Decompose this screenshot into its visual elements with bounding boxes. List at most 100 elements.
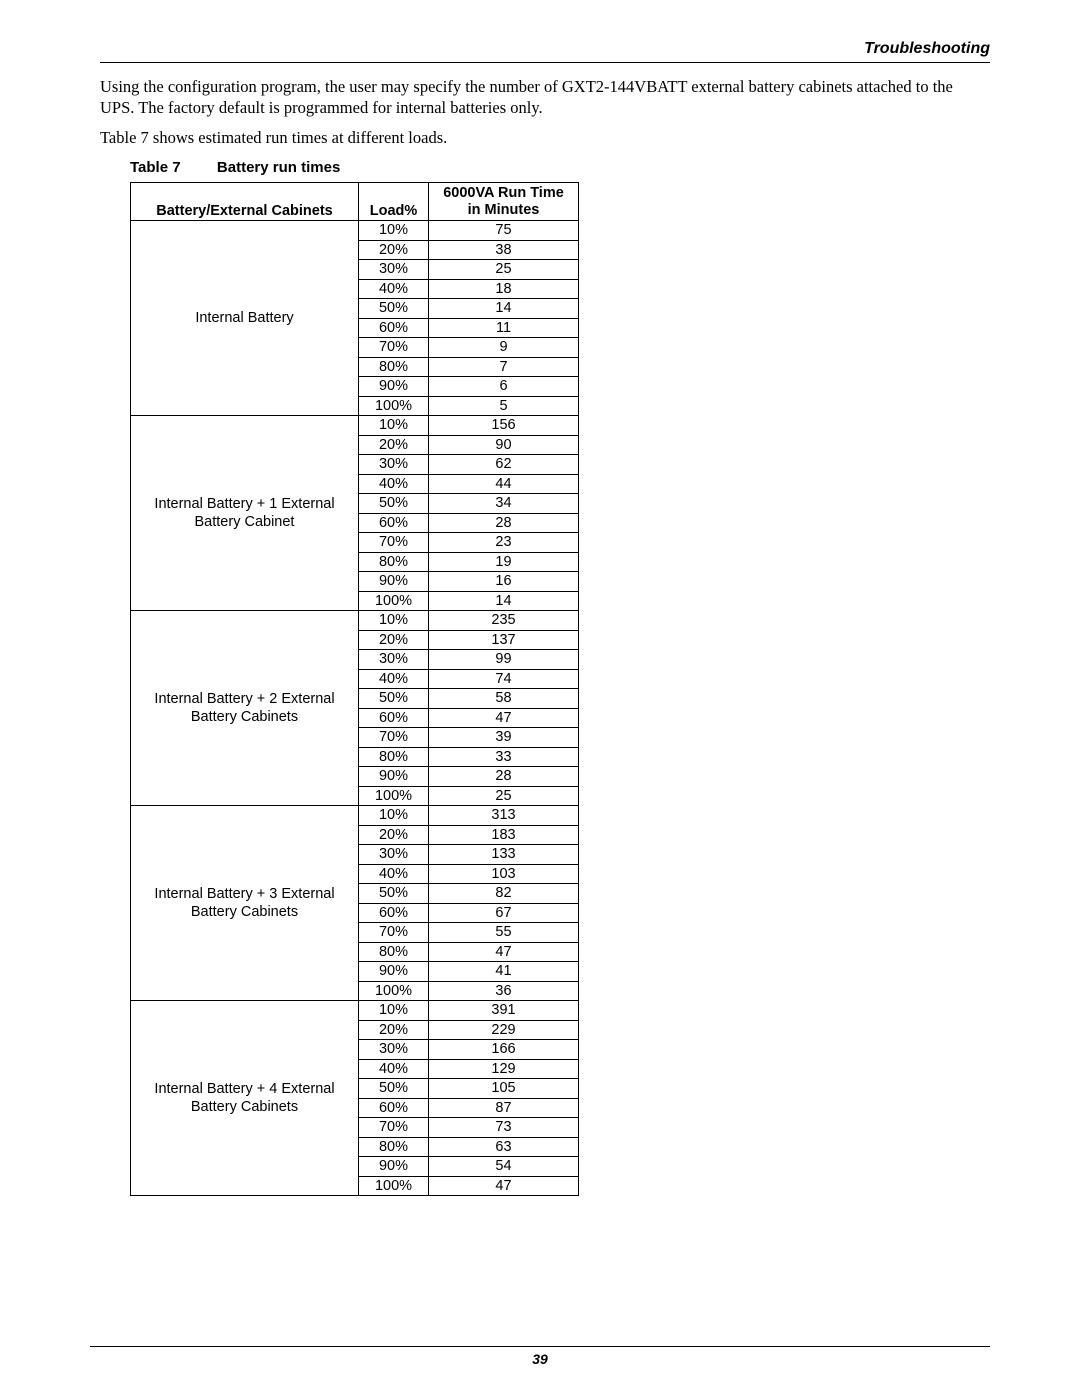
runtime-cell: 103	[429, 864, 579, 884]
runtime-cell: 39	[429, 728, 579, 748]
runtime-cell: 99	[429, 650, 579, 670]
runtime-cell: 25	[429, 260, 579, 280]
load-cell: 10%	[359, 806, 429, 826]
runtime-cell: 28	[429, 513, 579, 533]
runtime-cell: 34	[429, 494, 579, 514]
runtime-cell: 67	[429, 903, 579, 923]
load-cell: 20%	[359, 240, 429, 260]
cabinet-cell: Internal Battery	[131, 221, 359, 416]
load-cell: 60%	[359, 318, 429, 338]
load-cell: 80%	[359, 357, 429, 377]
table-header-row: Battery/External Cabinets Load% 6000VA R…	[131, 182, 579, 220]
load-cell: 20%	[359, 825, 429, 845]
load-cell: 30%	[359, 1040, 429, 1060]
load-cell: 30%	[359, 260, 429, 280]
cabinet-cell: Internal Battery + 4 External Battery Ca…	[131, 1001, 359, 1196]
load-cell: 70%	[359, 728, 429, 748]
section-header: Troubleshooting	[100, 40, 990, 58]
runtime-cell: 137	[429, 630, 579, 650]
load-cell: 80%	[359, 552, 429, 572]
runtime-cell: 25	[429, 786, 579, 806]
load-cell: 90%	[359, 962, 429, 982]
runtime-cell: 229	[429, 1020, 579, 1040]
table-row: Internal Battery + 1 External Battery Ca…	[131, 416, 579, 436]
load-cell: 30%	[359, 845, 429, 865]
load-cell: 60%	[359, 1098, 429, 1118]
load-cell: 40%	[359, 669, 429, 689]
runtime-cell: 47	[429, 708, 579, 728]
page-footer: 39	[90, 1346, 990, 1369]
runtime-cell: 14	[429, 591, 579, 611]
runtime-cell: 82	[429, 884, 579, 904]
intro-paragraph-1: Using the configuration program, the use…	[100, 77, 990, 118]
runtime-cell: 183	[429, 825, 579, 845]
runtime-cell: 54	[429, 1157, 579, 1177]
runtime-cell: 36	[429, 981, 579, 1001]
runtime-cell: 166	[429, 1040, 579, 1060]
runtime-cell: 7	[429, 357, 579, 377]
load-cell: 100%	[359, 591, 429, 611]
load-cell: 70%	[359, 338, 429, 358]
runtime-cell: 28	[429, 767, 579, 787]
load-cell: 10%	[359, 1001, 429, 1021]
load-cell: 50%	[359, 1079, 429, 1099]
cabinet-cell: Internal Battery + 3 External Battery Ca…	[131, 806, 359, 1001]
load-cell: 50%	[359, 689, 429, 709]
runtime-cell: 313	[429, 806, 579, 826]
load-cell: 10%	[359, 416, 429, 436]
load-cell: 90%	[359, 1157, 429, 1177]
runtime-cell: 55	[429, 923, 579, 943]
footer-rule	[90, 1346, 990, 1347]
runtime-cell: 75	[429, 221, 579, 241]
intro-paragraph-2: Table 7 shows estimated run times at dif…	[100, 128, 990, 149]
load-cell: 80%	[359, 1137, 429, 1157]
table-row: Internal Battery10%75	[131, 221, 579, 241]
load-cell: 100%	[359, 396, 429, 416]
runtime-cell: 156	[429, 416, 579, 436]
load-cell: 10%	[359, 611, 429, 631]
runtime-cell: 62	[429, 455, 579, 475]
table-caption: Table 7 Battery run times	[130, 159, 990, 176]
load-cell: 40%	[359, 474, 429, 494]
caption-label: Table 7	[130, 159, 181, 176]
runtime-cell: 58	[429, 689, 579, 709]
col-header-cabinet: Battery/External Cabinets	[131, 182, 359, 220]
load-cell: 90%	[359, 572, 429, 592]
load-cell: 100%	[359, 786, 429, 806]
col-header-runtime: 6000VA Run Time in Minutes	[429, 182, 579, 220]
table-row: Internal Battery + 3 External Battery Ca…	[131, 806, 579, 826]
runtime-cell: 90	[429, 435, 579, 455]
runtime-cell: 14	[429, 299, 579, 319]
load-cell: 30%	[359, 650, 429, 670]
load-cell: 100%	[359, 1176, 429, 1196]
runtime-cell: 133	[429, 845, 579, 865]
load-cell: 10%	[359, 221, 429, 241]
load-cell: 50%	[359, 494, 429, 514]
runtime-cell: 9	[429, 338, 579, 358]
runtime-cell: 105	[429, 1079, 579, 1099]
load-cell: 20%	[359, 1020, 429, 1040]
table-row: Internal Battery + 2 External Battery Ca…	[131, 611, 579, 631]
load-cell: 60%	[359, 708, 429, 728]
runtime-cell: 47	[429, 1176, 579, 1196]
runtime-cell: 5	[429, 396, 579, 416]
load-cell: 20%	[359, 435, 429, 455]
load-cell: 90%	[359, 377, 429, 397]
runtime-cell: 33	[429, 747, 579, 767]
runtime-cell: 63	[429, 1137, 579, 1157]
runtime-cell: 16	[429, 572, 579, 592]
runtime-cell: 235	[429, 611, 579, 631]
runtime-cell: 23	[429, 533, 579, 553]
runtime-cell: 18	[429, 279, 579, 299]
battery-runtime-table: Battery/External Cabinets Load% 6000VA R…	[130, 182, 579, 1196]
runtime-cell: 87	[429, 1098, 579, 1118]
load-cell: 50%	[359, 884, 429, 904]
load-cell: 100%	[359, 981, 429, 1001]
runtime-cell: 38	[429, 240, 579, 260]
runtime-cell: 11	[429, 318, 579, 338]
load-cell: 40%	[359, 1059, 429, 1079]
runtime-cell: 41	[429, 962, 579, 982]
runtime-cell: 391	[429, 1001, 579, 1021]
load-cell: 70%	[359, 1118, 429, 1138]
load-cell: 60%	[359, 903, 429, 923]
